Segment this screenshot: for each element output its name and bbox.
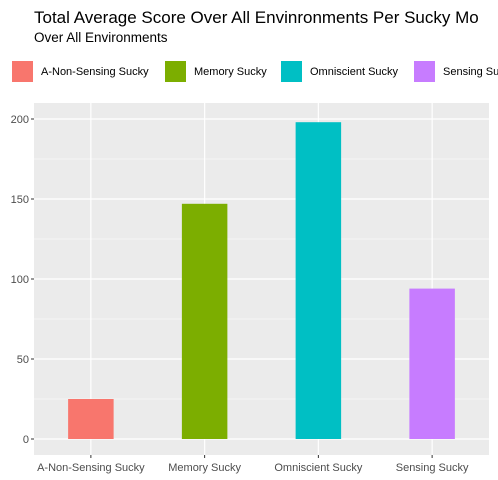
x-tick-label: Omniscient Sucky [274, 462, 363, 474]
x-tick-label: Sensing Sucky [396, 462, 469, 474]
y-tick-label: 0 [23, 434, 29, 446]
chart-title: Total Average Score Over All Envinronmen… [34, 8, 479, 27]
x-tick-label: Memory Sucky [168, 462, 241, 474]
legend-key [165, 61, 186, 82]
y-tick-label: 150 [11, 194, 29, 206]
legend-label: A-Non-Sensing Sucky [41, 66, 149, 78]
y-tick-label: 100 [11, 274, 29, 286]
bar-3 [295, 122, 342, 439]
x-tick-label: A-Non-Sensing Sucky [37, 462, 145, 474]
legend-label: Omniscient Sucky [310, 66, 399, 78]
legend-label: Memory Sucky [194, 66, 267, 78]
legend-label: Sensing Su [443, 66, 498, 78]
legend: A-Non-Sensing Sucky Memory Sucky Omniscien… [12, 61, 498, 82]
y-tick-label: 50 [17, 354, 29, 366]
legend-key [281, 61, 302, 82]
x-axis: A-Non-Sensing Sucky Memory Sucky Omniscien… [37, 455, 469, 474]
legend-key [414, 61, 435, 82]
y-axis: 0 50 100 150 200 [11, 114, 34, 446]
legend-key [12, 61, 33, 82]
bar-2 [181, 203, 228, 439]
bar-4 [409, 288, 455, 439]
bars [68, 122, 455, 439]
chart-subtitle: Over All Environments [34, 30, 168, 45]
bar-1 [68, 399, 114, 439]
y-tick-label: 200 [11, 114, 29, 126]
